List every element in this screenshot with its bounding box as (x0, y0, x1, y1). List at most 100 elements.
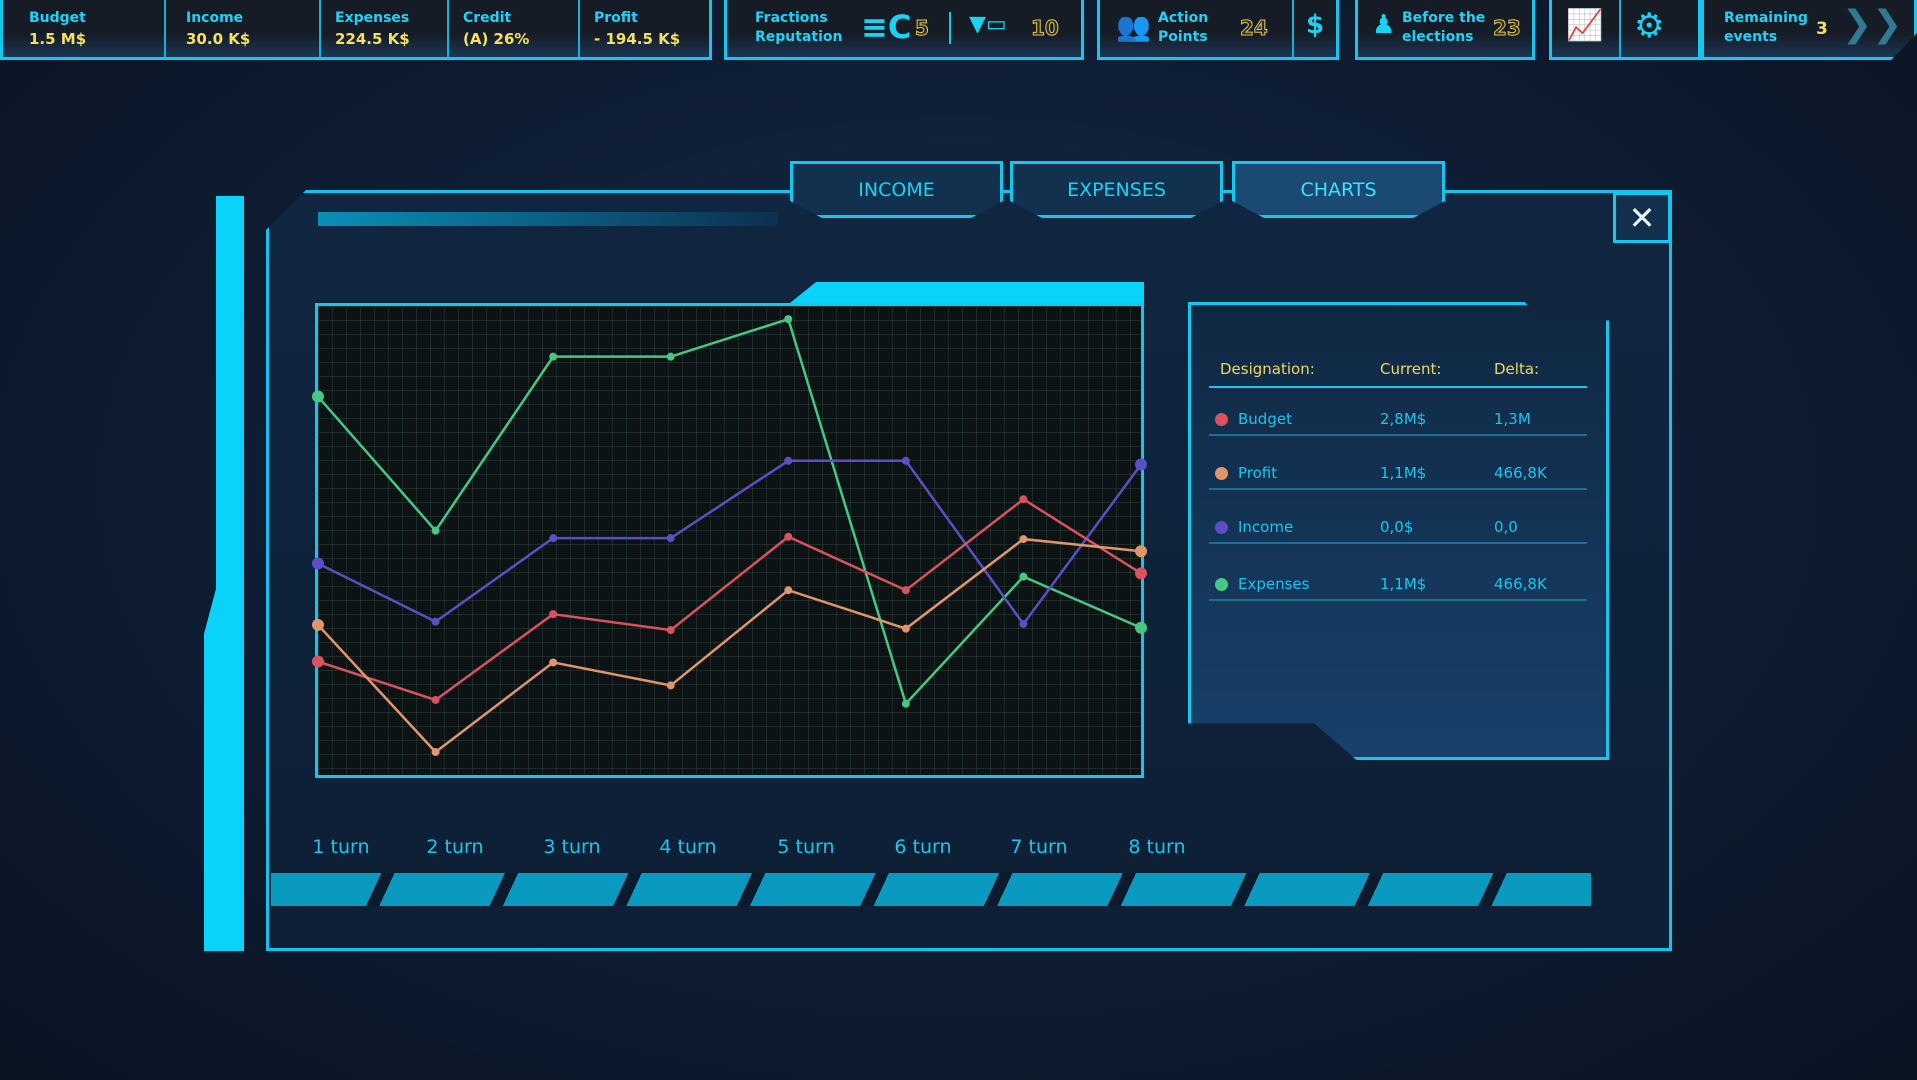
credit-value: (A) 26% (463, 30, 530, 48)
remaining-events-value: 3 (1816, 19, 1828, 39)
remaining-label: Remaining (1724, 10, 1808, 26)
people-icon: 👥 (1116, 10, 1151, 43)
x-tick-label: 1 turn (312, 836, 370, 858)
dollar-icon[interactable]: $ (1306, 10, 1325, 40)
data-point-budget (431, 695, 440, 704)
data-point-income (666, 534, 675, 543)
expenses-stat: Expenses 224.5 K$ (321, 0, 449, 57)
elections-value: 23 (1493, 16, 1522, 41)
divider (949, 12, 951, 44)
speaker-podium-icon: ♟ (1372, 10, 1396, 40)
current-value: 0,0$ (1380, 518, 1414, 536)
chart-growth-icon[interactable]: 📈 (1566, 8, 1604, 43)
credit-label: Credit (463, 10, 512, 26)
line-chart (312, 303, 1147, 778)
data-point-income (901, 456, 910, 465)
data-point-income (431, 617, 440, 626)
data-point-budget (1135, 567, 1147, 580)
data-point-profit (666, 681, 675, 690)
data-point-budget (1019, 495, 1028, 504)
legend-panel (1188, 302, 1609, 760)
close-button[interactable]: ✕ (1613, 192, 1671, 243)
income-label: Income (186, 10, 244, 26)
tab-label: CHARTS (1300, 178, 1377, 201)
action-points-value: 24 (1240, 16, 1269, 41)
series-line-income (317, 459, 1143, 627)
data-point-expenses (549, 352, 558, 361)
x-tick-label: 6 turn (894, 836, 952, 858)
chart-svg (312, 315, 1147, 757)
data-point-expenses (1135, 621, 1147, 634)
credit-stat: Credit (A) 26% (449, 0, 580, 57)
plot-accent (790, 282, 1144, 303)
remaining-events-panel: Remaining events 3 ❯❯ (1701, 0, 1917, 60)
top-bar: Budget 1.5 M$ Income 30.0 K$ Expenses 224.5… (0, 0, 1917, 62)
data-point-expenses (1019, 572, 1028, 581)
tab-label: EXPENSES (1067, 178, 1166, 201)
profit-stat: Profit - 194.5 K$ (580, 0, 710, 57)
legend-row-income: Income 0,0$ 0,0 (1209, 514, 1587, 544)
series-line-expenses (317, 317, 1142, 707)
frame-accent (204, 196, 244, 951)
data-point-expenses (784, 315, 793, 324)
delta-value: 466,8K (1494, 464, 1547, 482)
data-point-budget (312, 655, 324, 668)
income-stat: Income 30.0 K$ (166, 0, 321, 57)
legend-row-budget: Budget 2,8M$ 1,3M (1209, 406, 1587, 436)
action-points-panel: 👥 Action Points 24 $ (1097, 0, 1339, 60)
series-name: Expenses (1238, 575, 1310, 593)
fraction-2-value: 10 (1031, 16, 1060, 41)
elections-panel: ♟ Before the elections 23 (1355, 0, 1535, 60)
income-value: 30.0 K$ (186, 30, 251, 48)
delta-value: 466,8K (1494, 575, 1547, 593)
data-point-income (1135, 458, 1147, 471)
designation-header: Designation: (1220, 360, 1315, 378)
fractions-panel[interactable]: Fractions Reputation ≡C 5 ▼▭ 10 (724, 0, 1084, 60)
data-point-budget (666, 626, 675, 635)
data-point-income (1019, 619, 1028, 628)
fractions-label: Fractions (755, 10, 828, 26)
budget-label: Budget (29, 10, 86, 26)
expenses-value: 224.5 K$ (335, 30, 410, 48)
series-line-profit (317, 537, 1142, 754)
data-point-profit (1135, 545, 1147, 558)
series-color-dot (1215, 578, 1228, 591)
delta-header: Delta: (1494, 360, 1540, 378)
next-turn-chevrons-icon[interactable]: ❯❯ (1842, 4, 1903, 45)
current-value: 1,1M$ (1380, 575, 1427, 593)
before-label: Before the (1402, 10, 1486, 26)
data-point-profit (312, 618, 324, 631)
tools-panel: 📈 ⚙ (1549, 0, 1701, 60)
data-point-profit (784, 586, 793, 595)
divider (1292, 0, 1294, 57)
data-point-income (312, 557, 324, 570)
x-tick-label: 8 turn (1128, 836, 1186, 858)
stripe-decoration (271, 873, 1591, 906)
series-name: Profit (1238, 464, 1278, 482)
profit-value: - 194.5 K$ (594, 30, 681, 48)
data-point-income (784, 456, 793, 465)
delta-value: 0,0 (1494, 518, 1518, 536)
data-point-profit (1019, 535, 1028, 544)
x-tick-label: 5 turn (777, 836, 835, 858)
x-tick-label: 2 turn (426, 836, 484, 858)
x-tick-label: 7 turn (1010, 836, 1068, 858)
series-name: Budget (1238, 410, 1292, 428)
tab-income[interactable]: INCOME (790, 161, 1003, 218)
x-tick-label: 3 turn (543, 836, 601, 858)
tab-charts[interactable]: CHARTS (1232, 161, 1445, 218)
data-point-expenses (666, 352, 675, 361)
budget-value: 1.5 M$ (29, 30, 87, 48)
current-value: 2,8M$ (1380, 410, 1427, 428)
series-color-dot (1215, 521, 1228, 534)
x-tick-label: 4 turn (659, 836, 717, 858)
legend-row-expenses: Expenses 1,1M$ 466,8K (1209, 571, 1587, 601)
tab-expenses[interactable]: EXPENSES (1010, 161, 1223, 218)
finance-panel: Budget 1.5 M$ Income 30.0 K$ Expenses 224.5… (0, 0, 712, 60)
tab-label: INCOME (858, 178, 935, 201)
header-divider (1209, 386, 1587, 388)
fraction-shield-icon: ▼▭ (969, 12, 1007, 37)
data-point-profit (549, 658, 558, 667)
settings-gear-icon[interactable]: ⚙ (1634, 6, 1665, 46)
current-value: 1,1M$ (1380, 464, 1427, 482)
